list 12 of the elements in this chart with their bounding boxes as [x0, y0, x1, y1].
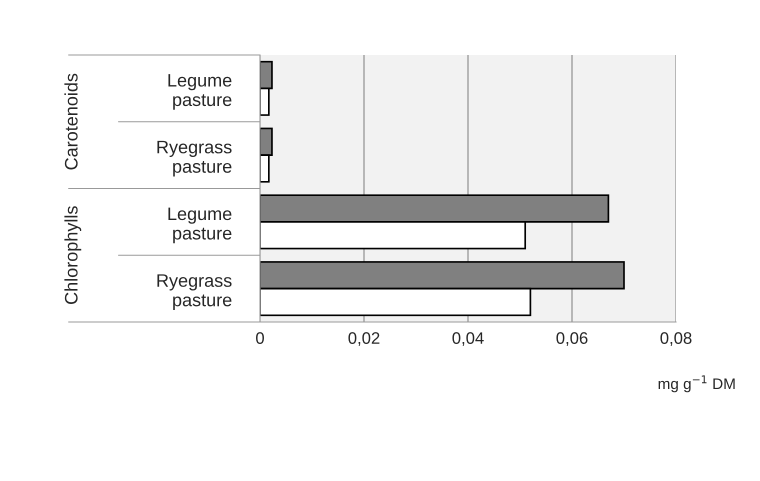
x-axis-title: mg g$^{−1}$ DM — [658, 375, 735, 392]
y-tick-label: Legume pasture — [168, 208, 232, 244]
x-tick-label: 0,04 — [452, 332, 484, 346]
y-tick-label: Legume pasture — [168, 74, 232, 110]
x-tick-label: 0,06 — [556, 332, 588, 346]
x-tick-label: 0,02 — [348, 332, 380, 346]
text: Carotenoids — [64, 74, 78, 170]
y-tick-label: Ryegrass pasture — [157, 274, 232, 310]
x-tick-label: 0,08 — [660, 332, 692, 346]
y-tick-label: Ryegrass pasture — [157, 140, 232, 176]
x-tick-label: 0 — [256, 332, 264, 344]
text: Chlorophylls — [64, 206, 82, 304]
